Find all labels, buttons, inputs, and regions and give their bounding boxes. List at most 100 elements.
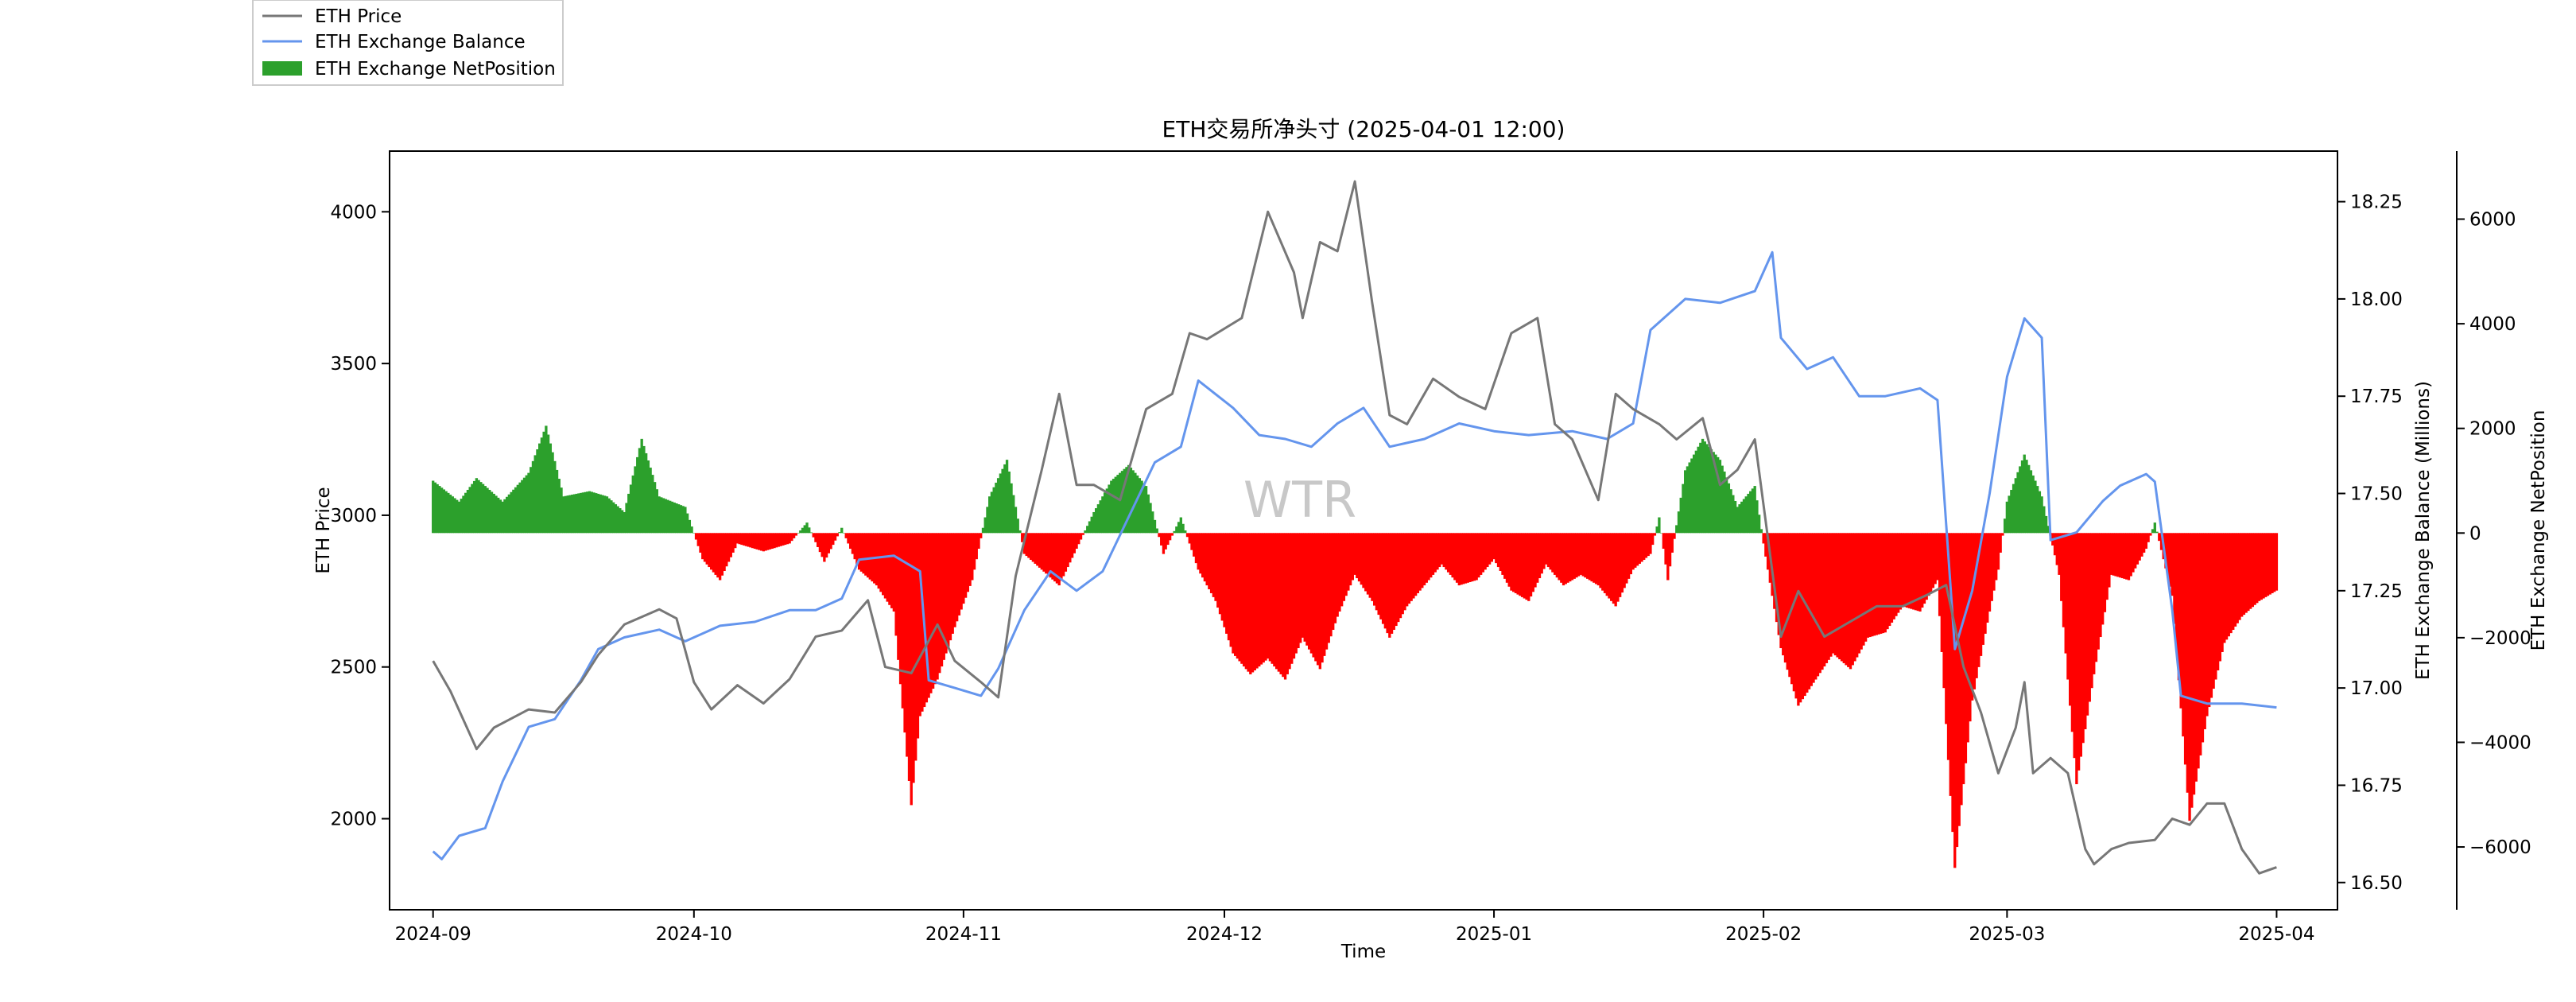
netposition-bar — [1170, 533, 1174, 536]
netposition-bar — [1871, 533, 1874, 637]
netposition-bar — [916, 533, 920, 739]
netposition-tick-label: 0 — [2469, 523, 2481, 544]
netposition-bar — [1825, 533, 1829, 663]
netposition-bar — [497, 497, 500, 534]
netposition-bar — [1732, 495, 1735, 534]
netposition-bar — [1662, 533, 1666, 550]
netposition-bar — [1749, 491, 1752, 534]
netposition-bar — [1953, 533, 1957, 868]
netposition-bar — [1042, 533, 1046, 572]
netposition-bar — [694, 533, 698, 540]
netposition-bar — [2127, 533, 2131, 581]
netposition-bar — [2058, 533, 2061, 575]
balance-axis-label: ETH Exchange Balance (Millions) — [2413, 381, 2434, 680]
netposition-bar — [1747, 493, 1750, 534]
netposition-bar — [1240, 533, 1243, 664]
netposition-bar — [1525, 533, 1528, 600]
netposition-bar — [1234, 533, 1237, 656]
netposition-bar — [996, 478, 1000, 534]
price-tick-label: 3500 — [330, 354, 377, 375]
netposition-bar — [499, 499, 502, 534]
netposition-bar — [1984, 533, 1987, 634]
netposition-bar — [2014, 478, 2017, 534]
netposition-bar — [755, 533, 758, 550]
netposition-bar — [516, 484, 519, 534]
netposition-bar — [1153, 519, 1157, 534]
netposition-bar — [1053, 533, 1057, 582]
netposition-bar — [1177, 522, 1181, 534]
netposition-bar — [1957, 533, 1961, 826]
netposition-bar — [2275, 533, 2279, 591]
netposition-bar — [1594, 533, 1598, 584]
netposition-bars — [432, 425, 2279, 868]
netposition-bar — [832, 533, 835, 546]
netposition-bar — [2069, 533, 2072, 706]
legend-label-netposition: ETH Exchange NetPosition — [315, 59, 556, 80]
netposition-bar — [1566, 533, 1569, 583]
netposition-bar — [2108, 533, 2111, 588]
netposition-bar — [986, 507, 989, 534]
netposition-bar — [2242, 533, 2246, 616]
netposition-bar — [1640, 533, 1643, 562]
netposition-bar — [773, 533, 776, 549]
legend-swatch-netposition — [262, 61, 302, 76]
netposition-bar — [833, 533, 837, 541]
netposition-bar — [2090, 533, 2093, 689]
netposition-bar — [1890, 533, 1894, 623]
netposition-bar — [1353, 533, 1356, 575]
netposition-bar — [1512, 533, 1515, 592]
netposition-bar — [1018, 530, 1022, 534]
netposition-bar — [1921, 533, 1924, 608]
netposition-bar — [1403, 533, 1406, 611]
netposition-bar — [929, 533, 933, 693]
netposition-bar — [2055, 533, 2058, 565]
netposition-bar — [882, 533, 885, 596]
netposition-bar — [1344, 533, 1348, 596]
netposition-bar — [842, 533, 846, 534]
netposition-bar — [1216, 533, 1220, 608]
netposition-bar — [471, 484, 474, 534]
netposition-bar — [855, 533, 859, 565]
netposition-bar — [1788, 533, 1791, 678]
netposition-bar — [460, 499, 463, 534]
netposition-bar — [1381, 533, 1385, 624]
netposition-bar — [2081, 533, 2085, 744]
netposition-bar — [2183, 533, 2187, 765]
netposition-bar — [1484, 533, 1487, 570]
netposition-bar — [1577, 533, 1581, 577]
netposition-bar — [1203, 533, 1207, 582]
netposition-bar — [868, 533, 871, 580]
netposition-bar — [1220, 533, 1224, 621]
netposition-bar — [749, 533, 752, 548]
netposition-bar — [1414, 533, 1418, 596]
netposition-bar — [2012, 484, 2015, 534]
netposition-bar — [1462, 533, 1465, 584]
netposition-bar — [1451, 533, 1454, 578]
netposition-bar — [1264, 533, 1267, 661]
netposition-bar — [1194, 533, 1198, 564]
balance-line — [432, 250, 2277, 860]
netposition-bar — [853, 533, 856, 560]
netposition-bar — [960, 533, 963, 610]
netposition-bar — [2132, 533, 2135, 573]
netposition-bar — [2192, 533, 2196, 795]
netposition-bar — [620, 510, 624, 534]
netposition-bar — [1829, 533, 1833, 657]
netposition-bar — [1212, 533, 1215, 597]
netposition-bar — [1692, 454, 1696, 534]
netposition-bar — [1536, 533, 1539, 583]
netposition-bar — [1144, 486, 1148, 534]
netposition-bar — [1701, 438, 1705, 534]
netposition-bar — [1792, 533, 1796, 692]
netposition-bar — [1129, 468, 1133, 534]
netposition-bar — [1986, 533, 1989, 623]
netposition-bar — [2038, 491, 2042, 534]
netposition-bar — [962, 533, 965, 604]
netposition-bar — [2186, 533, 2189, 793]
netposition-bar — [636, 456, 639, 534]
netposition-bar — [1251, 533, 1255, 673]
netposition-bar — [1175, 526, 1178, 534]
netposition-bar — [945, 533, 948, 654]
netposition-bar — [1086, 526, 1089, 534]
